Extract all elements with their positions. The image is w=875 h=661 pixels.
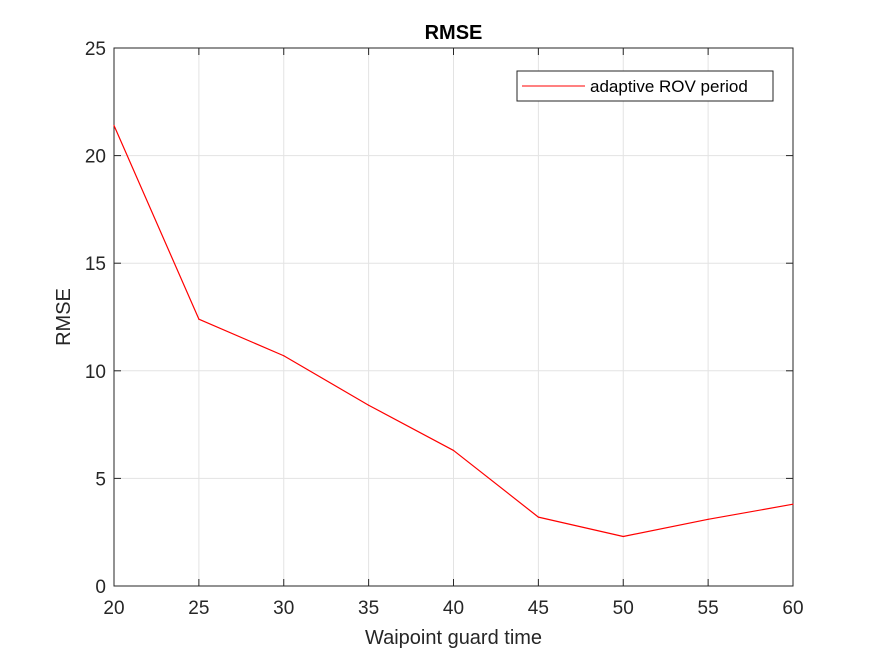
- y-tick-label: 15: [85, 254, 106, 275]
- y-tick-label: 10: [85, 362, 106, 383]
- data-point: [368, 404, 370, 406]
- y-tick-label: 0: [95, 577, 106, 598]
- legend: adaptive ROV period: [516, 70, 774, 102]
- x-tick-label: 30: [273, 598, 294, 619]
- x-tick-label: 25: [188, 598, 209, 619]
- chart-title: RMSE: [425, 22, 483, 44]
- y-tick-label: 5: [95, 469, 106, 490]
- data-point: [707, 518, 709, 520]
- x-tick-label: 55: [698, 598, 719, 619]
- x-tick-label: 50: [613, 598, 634, 619]
- data-point: [113, 124, 115, 127]
- legend-label: adaptive ROV period: [590, 77, 748, 96]
- data-point: [452, 449, 455, 452]
- series: [113, 124, 794, 538]
- data-point: [622, 535, 624, 538]
- data-point: [198, 318, 200, 320]
- y-axis-label: RMSE: [53, 288, 75, 346]
- x-tick-label: 45: [528, 598, 549, 619]
- x-tick-label: 40: [443, 598, 464, 619]
- data-point: [537, 516, 539, 518]
- x-tick-label: 20: [103, 598, 124, 619]
- x-axis-label: Waipoint guard time: [365, 627, 542, 649]
- x-tick-label: 35: [358, 598, 379, 619]
- y-tick-label: 20: [85, 147, 106, 168]
- ticks: 20 25 30 35 40 45 50 55 60 0 5 10 15 20 25: [85, 39, 804, 619]
- data-point: [283, 355, 285, 357]
- y-tick-label: 25: [85, 39, 106, 60]
- x-tick-label: 60: [782, 598, 803, 619]
- data-point: [792, 503, 794, 505]
